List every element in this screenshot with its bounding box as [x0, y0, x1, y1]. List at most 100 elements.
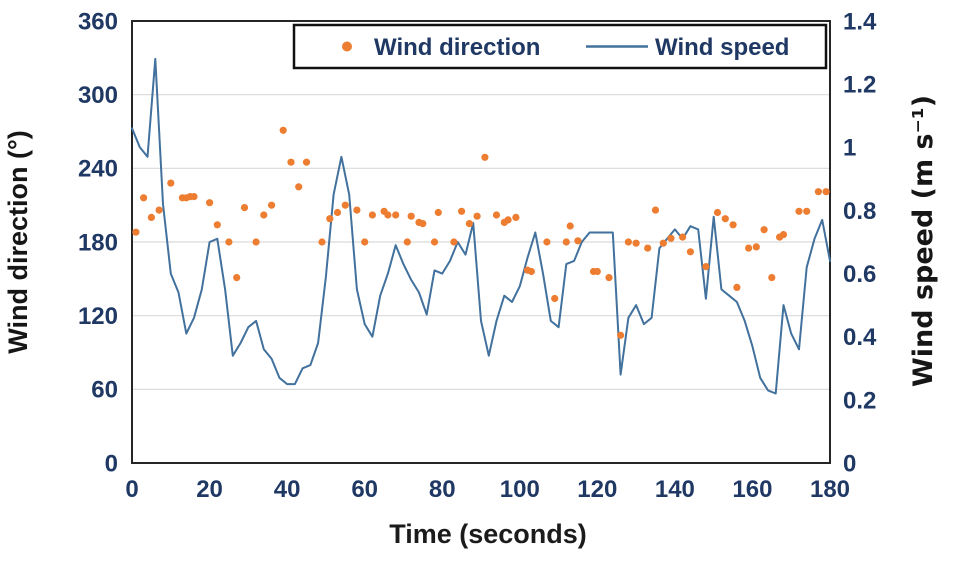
- y-right-axis-title: Wind speed (m s⁻¹): [908, 95, 939, 387]
- y-left-tick-label: 0: [105, 450, 118, 477]
- x-tick-label: 180: [810, 476, 850, 503]
- wind-direction-point: [213, 221, 221, 229]
- x-axis-title: Time (seconds): [389, 519, 587, 549]
- y-left-tick-labels: 0 60 120 180 240 300 360: [78, 8, 118, 477]
- wind-direction-point: [768, 274, 776, 282]
- wind-direction-scatter-series: [132, 126, 830, 339]
- y-left-tick-label: 180: [78, 229, 118, 256]
- wind-direction-point: [403, 238, 411, 246]
- legend-box: [292, 23, 828, 70]
- wind-direction-point: [240, 204, 249, 212]
- wind-direction-point: [206, 199, 214, 207]
- wind-direction-point: [430, 238, 439, 246]
- wind-direction-point: [341, 201, 349, 209]
- wind-direction-point: [713, 208, 722, 217]
- legend-label-wind-direction: Wind direction: [374, 34, 540, 61]
- x-tick-labels: 0 20 40 60 80 100 120 140 160 180: [125, 476, 850, 503]
- x-tick-label: 120: [577, 476, 617, 503]
- x-tick-label: 40: [274, 476, 301, 503]
- y-left-tick-label: 360: [78, 8, 118, 35]
- wind-direction-point: [593, 267, 601, 276]
- wind-speed-line-series: [131, 57, 831, 395]
- y-right-tick-label: 1.2: [843, 72, 876, 99]
- wind-direction-point: [481, 153, 489, 161]
- wind-direction-point: [605, 274, 613, 282]
- x-tick-label: 60: [351, 476, 378, 503]
- wind-direction-point: [353, 206, 361, 214]
- wind-direction-point: [632, 239, 640, 247]
- wind-direction-point: [419, 220, 427, 228]
- wind-direction-point: [140, 194, 148, 202]
- wind-direction-point: [279, 126, 287, 134]
- wind-direction-point: [686, 248, 695, 256]
- wind-direction-point: [543, 238, 551, 246]
- wind-direction-point: [492, 211, 501, 219]
- legend: Wind direction Wind speed: [292, 23, 828, 70]
- wind-direction-point: [566, 222, 574, 230]
- wind-direction-point: [465, 220, 473, 228]
- y-right-tick-label: 0.8: [843, 198, 876, 225]
- wind-direction-point: [326, 215, 334, 223]
- wind-direction-point: [822, 188, 830, 196]
- wind-direction-point: [795, 207, 803, 215]
- wind-speed-line: [131, 57, 831, 395]
- wind-direction-point: [155, 206, 163, 214]
- wind-direction-point: [225, 238, 233, 246]
- wind-direction-point: [473, 212, 481, 220]
- x-tick-label: 80: [429, 476, 456, 503]
- y-left-tick-label: 60: [91, 377, 118, 404]
- wind-direction-point: [287, 158, 295, 166]
- y-right-tick-label: 0.4: [843, 324, 877, 351]
- wind-direction-point: [434, 208, 442, 217]
- x-tick-label: 100: [500, 476, 540, 503]
- wind-direction-point: [190, 193, 198, 201]
- wind-direction-point: [779, 231, 788, 239]
- wind-direction-point: [574, 237, 582, 245]
- plot-frame: [131, 20, 831, 464]
- x-tick-label: 140: [655, 476, 695, 503]
- wind-direction-point: [260, 211, 268, 219]
- wind-direction-point: [659, 239, 667, 247]
- y-right-tick-label: 0: [843, 450, 856, 477]
- wind-direction-point: [450, 238, 458, 246]
- wind-direction-point: [624, 238, 633, 246]
- y-left-axis-title: Wind direction (°): [3, 130, 33, 354]
- y-right-tick-label: 1.4: [843, 8, 877, 35]
- x-tick-label: 20: [196, 476, 223, 503]
- wind-direction-point: [702, 263, 710, 271]
- wind-direction-point: [504, 216, 512, 224]
- wind-direction-point: [295, 183, 303, 191]
- wind-direction-point: [527, 267, 536, 276]
- wind-direction-point: [361, 238, 369, 246]
- y-left-tick-label: 300: [78, 82, 118, 109]
- wind-direction-point: [512, 213, 520, 221]
- wind-direction-point: [721, 215, 729, 223]
- wind-direction-point: [617, 331, 625, 339]
- wind-direction-point: [745, 244, 753, 252]
- y-right-tick-label: 1: [843, 135, 856, 162]
- y-right-tick-label: 0.6: [843, 261, 876, 288]
- wind-direction-point: [392, 211, 400, 219]
- wind-direction-point: [302, 158, 311, 166]
- y-right-tick-labels: 0 0.2 0.4 0.6 0.8 1 1.2 1.4: [843, 8, 877, 477]
- gridlines: [132, 94, 830, 390]
- wind-direction-point: [268, 201, 276, 209]
- wind-direction-point: [132, 228, 140, 236]
- wind-direction-point: [252, 238, 260, 246]
- x-tick-label: 160: [732, 476, 772, 503]
- legend-label-wind-speed: Wind speed: [655, 34, 789, 61]
- x-tick-label: 0: [125, 476, 138, 503]
- wind-direction-point: [333, 208, 342, 217]
- legend-marker-wind-direction-icon: [342, 41, 352, 52]
- wind-direction-point: [814, 188, 823, 196]
- y-left-tick-label: 240: [78, 156, 118, 183]
- wind-direction-point: [551, 294, 559, 303]
- wind-direction-point: [733, 283, 741, 291]
- wind-direction-point: [667, 234, 675, 242]
- wind-direction-point: [167, 179, 175, 187]
- wind-direction-point: [147, 213, 155, 221]
- wind-direction-point: [752, 243, 760, 251]
- wind-direction-point: [679, 233, 687, 241]
- wind-direction-point: [318, 238, 326, 246]
